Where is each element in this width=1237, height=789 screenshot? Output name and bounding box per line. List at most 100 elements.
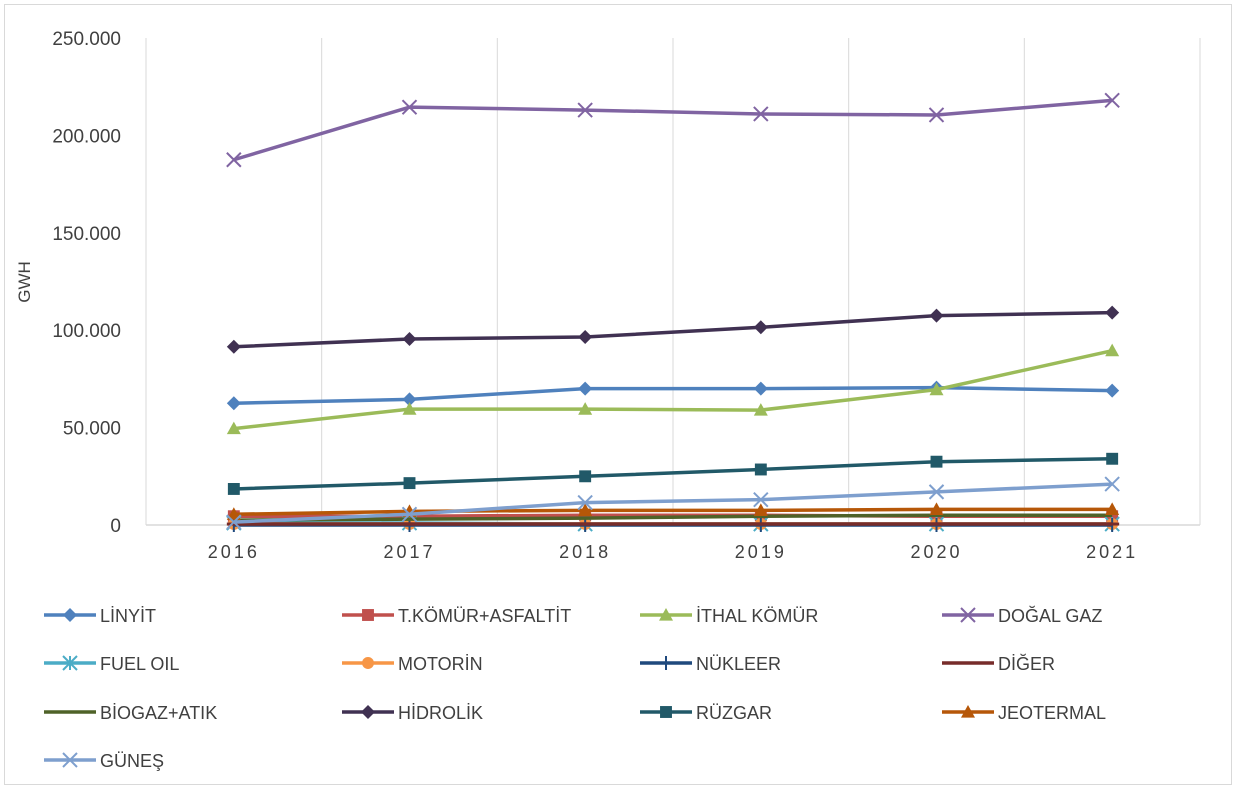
x-tick-label: 2018: [559, 542, 611, 562]
series-line-ruzgar: [233, 457, 1113, 491]
data-point-dogal-gaz: [401, 99, 418, 115]
legend-label: MOTORİN: [398, 654, 483, 674]
series-gunes: [226, 476, 1120, 530]
series-dogal-gaz: [226, 92, 1120, 168]
series-ruzgar: [227, 452, 1119, 495]
data-point-gunes: [1104, 476, 1120, 492]
data-point-jeotermal: [578, 503, 593, 516]
legend-label: JEOTERMAL: [998, 703, 1106, 723]
data-point-ithal-komur: [578, 402, 593, 415]
data-point-gunes: [928, 484, 945, 500]
legend-item-dogal-gaz: DOĞAL GAZ: [942, 605, 1102, 626]
legend-item-nukleer: NÜKLEER: [640, 654, 781, 674]
legend-item-gunes: GÜNEŞ: [44, 751, 164, 771]
series-ithal-komur: [226, 343, 1120, 435]
data-point-hidrolik: [226, 339, 241, 354]
legend-item-jeotermal: JEOTERMAL: [942, 703, 1106, 723]
data-point-jeotermal: [1105, 502, 1120, 516]
series-linyit: [226, 380, 1120, 411]
legend-marker: [62, 655, 78, 671]
legend-marker: [960, 607, 976, 623]
data-point-ruzgar: [930, 455, 943, 468]
data-point-linyit: [226, 396, 241, 411]
legend-item-biogaz-atik: BİOGAZ+ATIK: [44, 703, 217, 723]
data-point-dogal-gaz: [928, 107, 945, 123]
legend-item-diger: DİĞER: [942, 653, 1055, 674]
legend-marker: [660, 706, 672, 718]
data-point-ithal-komur: [929, 382, 944, 396]
legend-item-linyit: LİNYİT: [44, 606, 156, 626]
legend-label: DİĞER: [998, 653, 1055, 674]
y-tick-label: 0: [110, 516, 121, 537]
y-tick-label: 100.000: [52, 321, 121, 342]
legend-item-fuel-oil: FUEL OIL: [44, 654, 179, 674]
legend-label: LİNYİT: [100, 606, 156, 626]
series-line-gunes: [233, 482, 1113, 524]
legend: LİNYİT T.KÖMÜR+ASFALTİT İTHAL KÖMÜR DOĞAL G…: [44, 605, 1106, 771]
y-axis-label: GWH: [15, 261, 34, 303]
data-point-ruzgar: [754, 463, 767, 476]
data-point-ruzgar: [579, 470, 592, 483]
legend-label: BİOGAZ+ATIK: [100, 703, 217, 723]
legend-marker: [62, 752, 78, 768]
legend-item-ruzgar: RÜZGAR: [640, 703, 772, 723]
data-point-jeotermal: [753, 503, 768, 516]
data-point-jeotermal: [929, 502, 944, 516]
legend-label: T.KÖMÜR+ASFALTİT: [398, 606, 571, 626]
data-point-ithal-komur: [753, 403, 768, 416]
x-tick-label: 2017: [383, 542, 435, 562]
series-line-jeotermal: [233, 507, 1113, 517]
data-point-dogal-gaz: [753, 106, 769, 122]
x-tick-label: 2019: [735, 542, 787, 562]
data-point-ithal-komur: [402, 402, 417, 415]
series-biogaz-atik: [233, 513, 1113, 522]
data-point-gunes: [753, 491, 769, 508]
data-point-dogal-gaz: [226, 152, 242, 168]
legend-label: FUEL OIL: [100, 654, 179, 674]
series-line-hidrolik: [233, 310, 1113, 349]
legend-label: NÜKLEER: [696, 654, 781, 674]
data-point-gunes: [226, 514, 242, 530]
legend-item-t-komur-asfaltit: T.KÖMÜR+ASFALTİT: [342, 606, 571, 626]
series-line-linyit: [233, 385, 1113, 405]
legend-item-ithal-komur: İTHAL KÖMÜR: [640, 606, 818, 626]
data-point-hidrolik: [1105, 305, 1120, 320]
data-point-gunes: [577, 494, 593, 511]
data-point-linyit: [1105, 383, 1120, 398]
data-point-ithal-komur: [226, 421, 241, 435]
legend-marker: [361, 705, 375, 719]
series-line-ithal-komur: [233, 348, 1113, 431]
legend-label: DOĞAL GAZ: [998, 605, 1102, 626]
data-point-gunes: [401, 506, 418, 522]
legend-marker: [659, 608, 673, 621]
data-point-ruzgar: [1106, 452, 1119, 465]
data-point-ruzgar: [403, 477, 416, 490]
legend-label: GÜNEŞ: [100, 751, 164, 771]
legend-label: HİDROLİK: [398, 703, 483, 723]
data-point-hidrolik: [753, 320, 768, 335]
data-point-linyit: [402, 392, 417, 407]
y-tick-label: 250.000: [52, 29, 121, 50]
data-point-hidrolik: [402, 331, 417, 346]
series-line-dogal-gaz: [233, 98, 1113, 162]
legend-label: İTHAL KÖMÜR: [696, 606, 818, 626]
data-point-hidrolik: [578, 330, 593, 345]
data-point-linyit: [753, 381, 768, 396]
legend-label: RÜZGAR: [696, 703, 772, 723]
legend-marker: [362, 657, 374, 669]
series-group: [226, 92, 1120, 532]
series-hidrolik: [226, 305, 1120, 354]
y-tick-label: 50.000: [63, 419, 121, 440]
x-tick-label: 2016: [208, 542, 260, 562]
legend-item-motorin: MOTORİN: [342, 654, 483, 674]
gridlines: [145, 38, 1201, 525]
y-axis-ticks: 0 50.000 100.000 150.000 200.000 250.000: [52, 29, 121, 537]
legend-item-hidrolik: HİDROLİK: [342, 703, 483, 723]
data-point-dogal-gaz: [1104, 92, 1120, 109]
data-point-ruzgar: [227, 483, 240, 495]
data-point-jeotermal: [226, 507, 241, 520]
y-tick-label: 200.000: [52, 126, 121, 147]
data-point-hidrolik: [929, 308, 944, 323]
x-axis-ticks: 2016 2017 2018 2019 2020 2021: [208, 542, 1135, 562]
chart-frame: [4, 4, 1232, 785]
